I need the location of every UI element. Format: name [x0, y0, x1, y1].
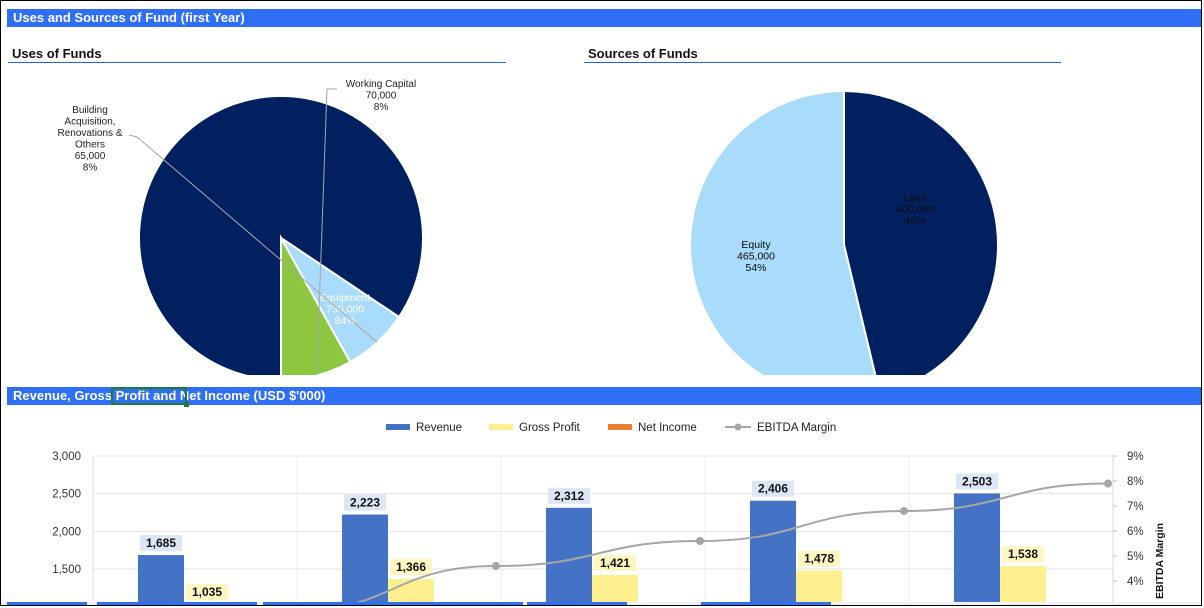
data-label-revenue-4: 2,406	[758, 482, 788, 496]
y-tick-label-1500: 1,500	[52, 564, 81, 576]
leader-line-working-capital	[316, 88, 337, 375]
y-tick-label-2500: 2,500	[52, 489, 81, 501]
bar-gross-profit-4	[796, 570, 842, 605]
data-label-gross-profit-2: 1,366	[396, 560, 426, 574]
slice-label-building: Building Acquisition, Renovations & Others 6…	[57, 105, 122, 174]
ebitda-marker-4	[900, 507, 908, 515]
selection-fill-handle[interactable]	[184, 402, 189, 407]
data-label-bg-gross-profit-2	[390, 559, 432, 576]
selected-cell[interactable]	[111, 387, 187, 405]
y2-tick-label-5: 5%	[1127, 551, 1144, 563]
data-label-bg-revenue-1	[140, 535, 182, 552]
data-label-bg-gross-profit-4	[798, 550, 840, 567]
sources-of-funds-pie-chart: Loan 400,000 46% Equity 465,000 54%	[689, 89, 999, 375]
legend-net-income-swatch	[608, 424, 632, 430]
slice-label-loan: Loan 400,000 46%	[896, 192, 934, 227]
y-tick-label-3000: 3,000	[52, 451, 81, 463]
ebitda-marker-2	[492, 562, 500, 570]
bar-gross-profit-5	[1000, 566, 1046, 605]
pie-slice-equipment	[138, 95, 424, 375]
bottom-strip-segment-6	[701, 602, 831, 605]
slice-label-working-capital: Working Capital 70,000 8%	[346, 79, 416, 113]
bar-gross-profit-2	[388, 579, 434, 605]
bar-revenue-1	[138, 555, 184, 605]
bar-gross-profit-3	[592, 574, 638, 605]
bottom-strip-segment-3	[263, 602, 443, 605]
data-label-revenue-1: 1,685	[146, 536, 176, 550]
data-label-bg-gross-profit-3	[594, 554, 636, 571]
data-label-gross-profit-1: 1,035	[192, 585, 222, 599]
bar-revenue-2	[342, 514, 388, 605]
legend-gross-profit-label: Gross Profit	[519, 422, 581, 434]
data-label-bg-gross-profit-1	[186, 584, 228, 601]
y-tick-label-2000: 2,000	[52, 526, 81, 538]
legend-revenue-label: Revenue	[416, 422, 462, 434]
legend-revenue-swatch	[386, 424, 410, 430]
y2-tick-label-8: 8%	[1127, 476, 1144, 488]
legend-ebitda-margin-label: EBITDA Margin	[757, 422, 836, 434]
uses-of-funds-pie-chart: Equipment 730,000 84% Building Acquisition, R…	[57, 79, 424, 375]
data-label-bg-revenue-5	[956, 473, 998, 490]
data-label-bg-revenue-4	[752, 480, 794, 497]
revenue-bar-chart: Revenue Gross Profit Net Income EBITDA Marg…	[1, 422, 1201, 605]
bottom-strip-segment-1	[7, 602, 87, 605]
pie-slice-loan	[843, 89, 999, 375]
legend-ebitda-margin-marker	[734, 423, 742, 431]
data-label-gross-profit-5: 1,538	[1008, 547, 1038, 561]
data-label-revenue-5: 2,503	[962, 474, 992, 488]
y2-tick-label-4: 4%	[1127, 576, 1144, 588]
data-label-gross-profit-3: 1,421	[600, 556, 630, 570]
data-label-revenue-2: 2,223	[350, 496, 380, 510]
bar-revenue-5	[954, 493, 1000, 605]
uses-of-funds-title: Uses of Funds	[12, 46, 102, 61]
bottom-strip-segment-2	[97, 602, 257, 605]
data-label-bg-gross-profit-5	[1002, 546, 1044, 563]
legend-gross-profit-swatch	[489, 424, 513, 430]
pie-slice-working-capital	[280, 234, 352, 375]
uses-underline	[8, 62, 506, 63]
data-label-revenue-3: 2,312	[554, 489, 584, 503]
sources-underline	[584, 62, 1061, 63]
pie-slice-equity	[689, 89, 877, 375]
section-banner-uses-sources: Uses and Sources of Fund (first Year)	[7, 9, 1201, 27]
data-label-bg-revenue-2	[344, 494, 386, 511]
y2-tick-label-7: 7%	[1127, 501, 1144, 513]
ebitda-marker-3	[696, 537, 704, 545]
y2-tick-label-6: 6%	[1127, 526, 1144, 538]
y2-axis-title: EBITDA Margin	[1154, 523, 1166, 599]
slice-label-equipment: Equipment 730,000 84%	[320, 292, 370, 327]
data-label-bg-revenue-3	[548, 487, 590, 504]
bottom-strip-segment-4	[443, 602, 523, 605]
leader-line-building	[128, 134, 378, 343]
bar-revenue-4	[750, 500, 796, 605]
slice-label-equity: Equity 465,000 54%	[737, 239, 775, 274]
bottom-strip-segment-5	[527, 602, 627, 605]
sources-of-funds-title: Sources of Funds	[588, 46, 698, 61]
legend-net-income-label: Net Income	[638, 422, 697, 434]
ebitda-marker-5	[1104, 479, 1112, 488]
data-label-gross-profit-4: 1,478	[804, 552, 834, 566]
section-banner-revenue: Revenue, Gross Profit and Net Income (US…	[7, 387, 1201, 405]
y2-tick-label-9: 9%	[1127, 451, 1144, 463]
